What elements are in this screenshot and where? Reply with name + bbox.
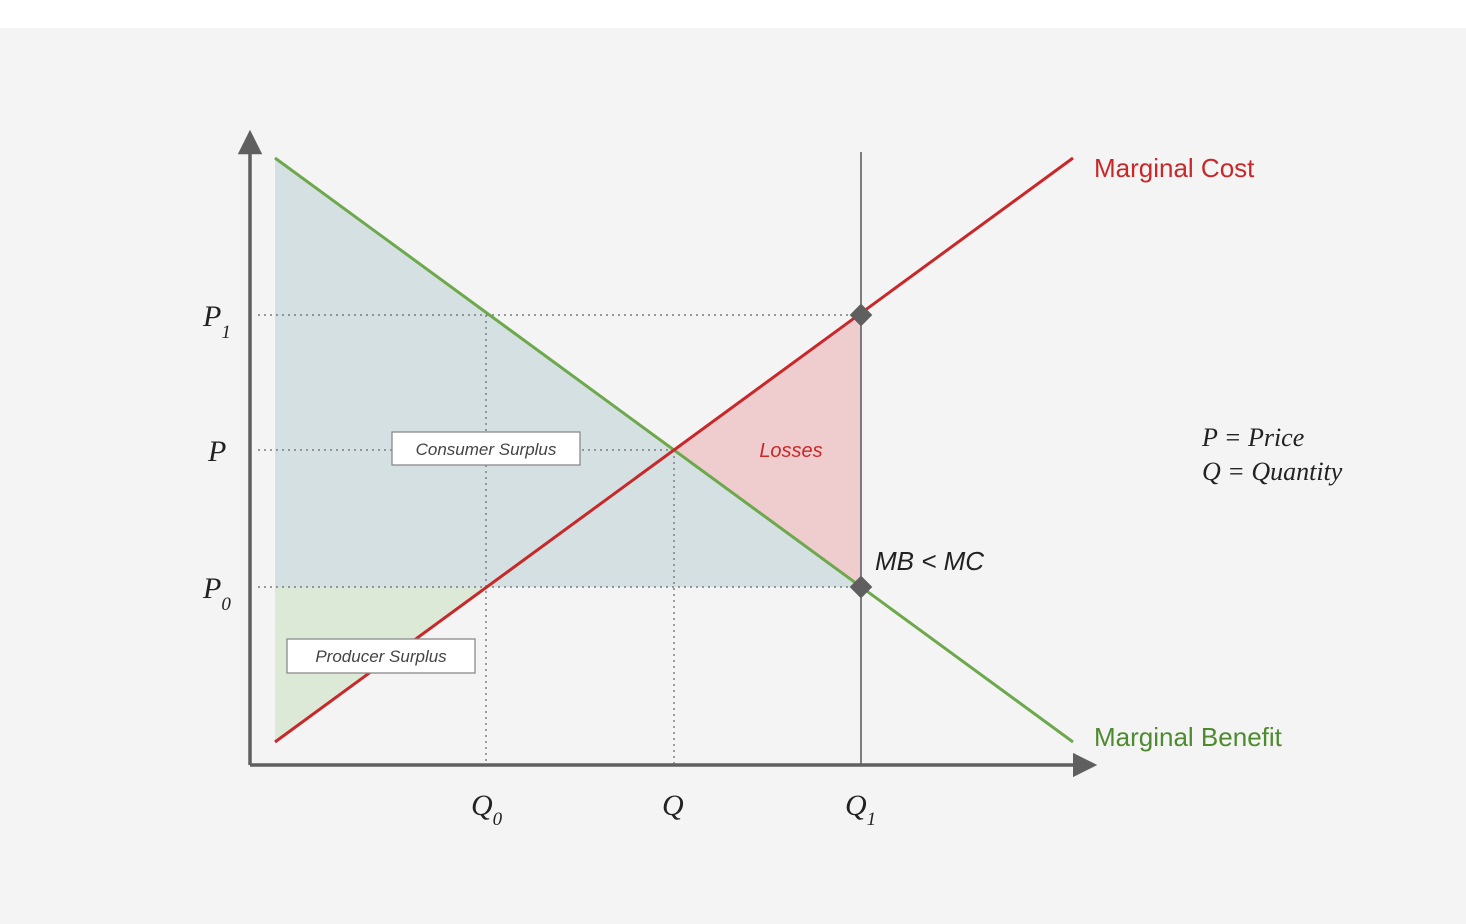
legend-quantity: Q = Quantity: [1202, 457, 1343, 486]
producer-surplus-label: Producer Surplus: [315, 647, 447, 666]
price-label-p1-main: P: [202, 300, 221, 333]
price-label-p0: P0: [202, 572, 231, 615]
consumer-surplus-label: Consumer Surplus: [416, 440, 557, 459]
losses-label: Losses: [759, 440, 822, 462]
quantity-label-q0-sub: 0: [493, 809, 503, 830]
quantity-label-q1-main: Q: [845, 789, 867, 822]
marginal-benefit-label: Marginal Benefit: [1094, 722, 1283, 752]
quantity-label-q1: Q1: [845, 789, 876, 830]
price-label-p1-sub: 1: [221, 322, 231, 343]
mb-less-than-mc-annotation: MB < MC: [875, 546, 984, 576]
losses-region: [674, 315, 861, 587]
quantity-label-q1-sub: 1: [867, 809, 877, 830]
price-guides: [258, 314, 861, 588]
producer-surplus-box: [286, 638, 476, 674]
price-label-p-main: P: [207, 435, 226, 468]
price-label-p: P: [207, 435, 226, 468]
quantity-guides: [485, 315, 675, 764]
price-label-p0-main: P: [202, 572, 221, 605]
legend-price: P = Price: [1201, 423, 1304, 452]
mb-point-marker: [849, 575, 873, 599]
quantity-label-q-main: Q: [662, 789, 684, 822]
quantity-label-q0-main: Q: [471, 789, 493, 822]
quantity-label-q0: Q0: [471, 789, 503, 830]
price-label-p1: P1: [202, 300, 231, 343]
mc-point-marker: [849, 303, 873, 327]
quantity-label-q: Q: [662, 789, 684, 822]
marginal-cost-label: Marginal Cost: [1094, 153, 1255, 183]
consumer-surplus-box: [391, 431, 581, 466]
price-label-p0-sub: 0: [221, 594, 231, 615]
